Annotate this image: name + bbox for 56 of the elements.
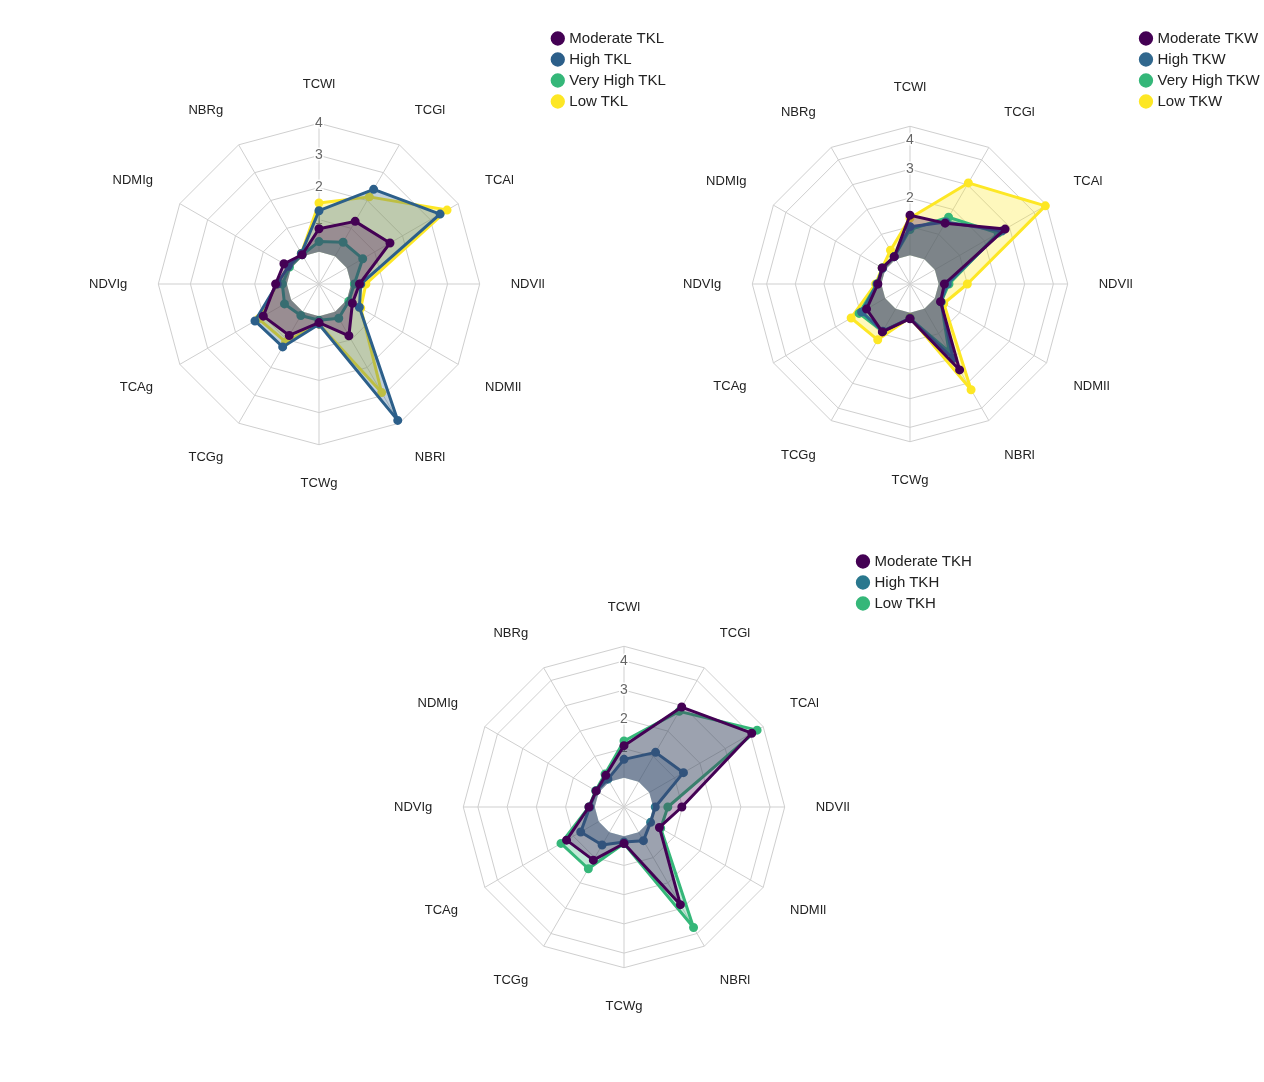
spoke-label: TCWg: [300, 475, 338, 491]
spoke-label: NDVIg: [88, 275, 128, 291]
spoke-label: TCGg: [188, 449, 224, 465]
spoke-label: TCGl: [1004, 104, 1035, 120]
spoke-label: TCAl: [485, 171, 515, 187]
spoke-label: TCAg: [713, 377, 747, 393]
spoke-label: NDMIl: [1073, 377, 1110, 393]
y-tick-label: 4: [620, 651, 629, 668]
legend-label: Low TKH: [874, 593, 936, 611]
y-tick-label: 2: [620, 710, 629, 727]
legend-label: Low TKL: [569, 91, 629, 109]
spoke-label: NDVIg: [393, 798, 433, 814]
spoke-label: NDVIl: [1098, 275, 1133, 291]
y-tick-label: 3: [906, 160, 915, 177]
spoke-label: TCAl: [790, 694, 820, 710]
spoke-label: NDMIl: [485, 379, 522, 395]
spoke-label: NDVIg: [682, 275, 722, 291]
y-tick-label: 2: [315, 178, 324, 195]
legend-label: Moderate TKW: [1157, 28, 1259, 46]
spoke-label: TCGg: [780, 446, 816, 462]
legend-label: Moderate TKH: [874, 551, 972, 569]
legend-label: High TKL: [569, 49, 632, 67]
spoke-label: TCGl: [414, 101, 446, 117]
legend-label: Moderate TKL: [569, 28, 665, 46]
legend-label: Very High TKW: [1157, 70, 1261, 88]
y-tick-label: 3: [315, 146, 324, 163]
spoke-label: NDMIg: [706, 173, 747, 189]
y-tick-label: 4: [315, 114, 324, 131]
spoke-label: TCGl: [719, 624, 751, 640]
spoke-label: TCWl: [893, 79, 927, 95]
spoke-label: TCWl: [302, 76, 336, 92]
y-tick-label: 3: [620, 680, 629, 697]
spoke-label: NBRg: [493, 624, 529, 640]
legend-label: Very High TKL: [569, 70, 666, 88]
legend-label: Low TKW: [1157, 91, 1224, 109]
spoke-label: TCWl: [607, 599, 641, 615]
spoke-label: NBRl: [1004, 446, 1035, 462]
spoke-label: NDMIg: [417, 694, 458, 710]
legend-label: High TKH: [874, 572, 940, 590]
y-tick-label: 2: [906, 188, 915, 205]
spoke-label: NDVIl: [510, 275, 545, 291]
spoke-label: TCWg: [891, 472, 929, 488]
spoke-label: TCAg: [119, 379, 153, 395]
spoke-label: NDMIg: [112, 171, 153, 187]
legend-label: High TKW: [1157, 49, 1227, 67]
spoke-label: TCWg: [605, 998, 643, 1014]
spoke-label: NBRl: [719, 972, 751, 988]
y-tick-label: 4: [906, 131, 915, 148]
spoke-label: NDVIl: [815, 798, 850, 814]
spoke-label: NBRl: [414, 449, 446, 465]
spoke-label: NBRg: [780, 104, 816, 120]
spoke-label: NBRg: [188, 101, 224, 117]
spoke-label: NDMIl: [790, 902, 827, 918]
spoke-label: TCGg: [493, 972, 529, 988]
spoke-label: TCAg: [424, 902, 458, 918]
spoke-label: TCAl: [1073, 173, 1103, 189]
